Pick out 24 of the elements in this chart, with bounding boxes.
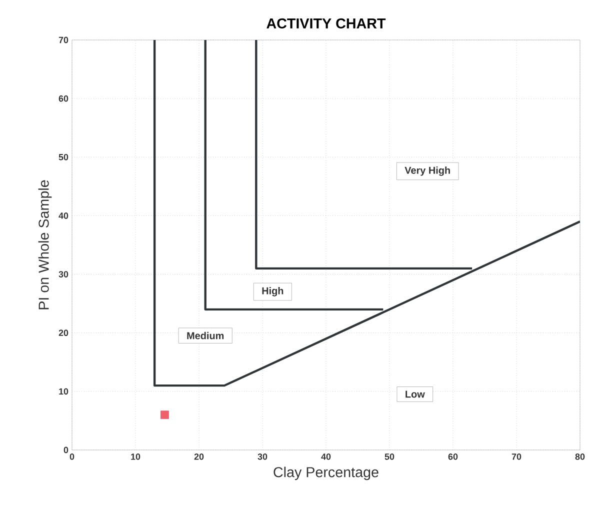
annotation: High	[262, 287, 284, 296]
y-tick-label: 40	[58, 212, 68, 219]
y-tick-label: 10	[59, 388, 68, 395]
y-tick-label: 0	[64, 446, 68, 454]
x-tick-label: 0	[70, 454, 74, 460]
y-tick-label: 30	[58, 271, 68, 278]
x-tick-label: 60	[448, 454, 458, 460]
x-tick-label: 80	[575, 454, 585, 460]
x-tick-label: 20	[194, 454, 204, 460]
x-tick-label: 70	[512, 454, 522, 460]
annotation: Medium	[187, 332, 224, 340]
y-tick-label: 70	[58, 36, 68, 44]
y-axis-title: PI on Whole Sample	[38, 180, 52, 310]
y-tick-label: 50	[58, 154, 68, 160]
y-tick-label: 60	[58, 95, 68, 102]
annotation: Low	[406, 390, 425, 398]
chart-title: ACTIVITY CHART	[266, 18, 386, 28]
x-axis-title: Clay Percentage	[274, 466, 378, 480]
x-tick-label: 40	[321, 454, 331, 460]
x-tick-label: 30	[258, 454, 268, 460]
annotation: Very High	[404, 166, 450, 176]
x-tick-label: 10	[131, 454, 140, 460]
y-tick-label: 20	[58, 330, 68, 336]
x-tick-label: 50	[384, 454, 394, 460]
